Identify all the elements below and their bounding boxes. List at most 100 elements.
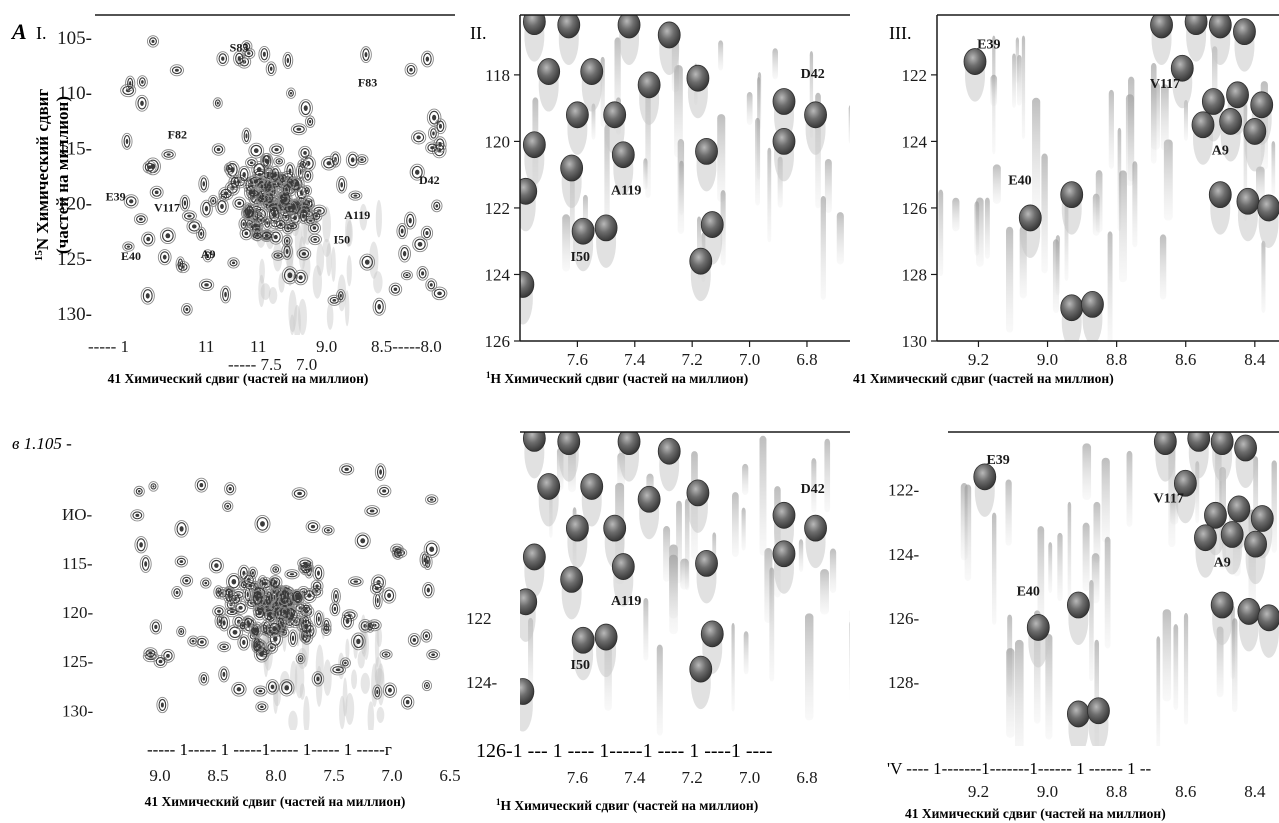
peak-label: E40 [1008,174,1031,189]
peak-core [251,192,256,195]
contour-ring [189,637,197,645]
peak-core [138,217,143,221]
contour-ring [366,507,378,515]
contour-ring [404,62,418,77]
peak-core [293,215,297,221]
contour-ring [202,579,210,587]
contour-ring [216,615,223,627]
contour-ring [125,196,137,207]
contour-ring [149,619,163,635]
contour-ring [284,53,292,67]
noise-streak [1156,636,1161,746]
peak [1236,187,1260,215]
contour-ring [264,610,278,624]
y-axis-label-main: N Химический сдвиг [33,89,52,251]
peak-core [432,114,437,121]
noise-streak [718,40,724,71]
contour-ring [148,481,159,492]
noise-streak [339,695,346,730]
peak [520,271,535,298]
peak [1184,15,1208,36]
y-axis-label: 15N Химический сдвиг [33,89,52,262]
peak-core [431,653,436,656]
peak-core [180,630,183,633]
y-tick-label: 120- [57,194,92,215]
peak-core [140,100,144,106]
contour-ring [198,671,210,686]
contour-ring [311,671,325,687]
contour-ring [424,584,433,597]
contour-ring [135,94,149,112]
contour-ring [323,527,333,534]
peak [1066,591,1090,619]
contour-ring [149,185,164,199]
contour-ring [123,134,131,148]
x-tick-label: ----- 7.5 [228,355,282,374]
peak-core [145,293,150,299]
noise-streak [1082,443,1092,501]
contour-ring [372,297,386,316]
contour-ring [400,694,415,710]
peak-core [249,161,254,165]
contour-ring [412,236,428,253]
contour-ring [297,557,314,570]
contour-ring [133,213,148,226]
peak [594,214,618,242]
contour-ring [424,556,431,568]
y-tick-label: 120 [485,132,511,151]
contour-ring [264,589,275,607]
contour-ring [276,219,286,229]
contour-ring [255,607,265,619]
noise-streak [374,668,384,687]
noise-streak [258,274,265,308]
contour-ring [150,483,157,490]
contour-ring [176,522,187,536]
contour-ring [233,50,246,67]
peak-core [226,504,230,508]
contour-ring [224,482,237,496]
peak-core [432,131,435,136]
contour-ring [141,231,156,247]
contour-ring [149,37,157,46]
peak-core [274,568,277,571]
peak [560,565,584,593]
peak-core [301,251,307,256]
peak-core [417,241,423,247]
peak-core [187,214,192,218]
noise-streak [1006,226,1014,333]
noise-streak [1005,479,1012,546]
contour-ring [267,681,278,693]
noise-streak [848,105,850,144]
contour-ring [381,651,391,658]
x-tick-label: 6.8 [796,350,817,369]
contour-ring [416,266,429,281]
noise-streak [260,283,271,300]
peak-core [376,597,379,604]
contour-ring [158,698,167,712]
noise-streak [1093,501,1101,563]
contour-ring [229,626,241,639]
contour-ring [431,199,443,213]
peak-core [242,639,246,645]
peak-core [165,233,171,239]
noise-streak [1271,141,1276,195]
contour-ring [174,520,189,538]
peak-core [179,261,182,267]
noise-streak [656,644,663,736]
peak-core [374,586,379,591]
peak-core [232,629,238,635]
noise-streak [1021,35,1026,140]
noise-streak [1119,170,1127,283]
contour-ring [295,652,306,665]
contour-ring [241,228,251,239]
noise-streak [1160,84,1169,151]
noise-streak [359,203,368,231]
peak-core [344,661,347,665]
peak [686,479,710,507]
contour-ring [423,52,432,66]
contour-ring [136,538,146,552]
peak-core [266,221,269,225]
contour-ring [142,650,159,663]
y-tick-label: 118 [485,66,510,85]
noise-streak [346,255,352,287]
